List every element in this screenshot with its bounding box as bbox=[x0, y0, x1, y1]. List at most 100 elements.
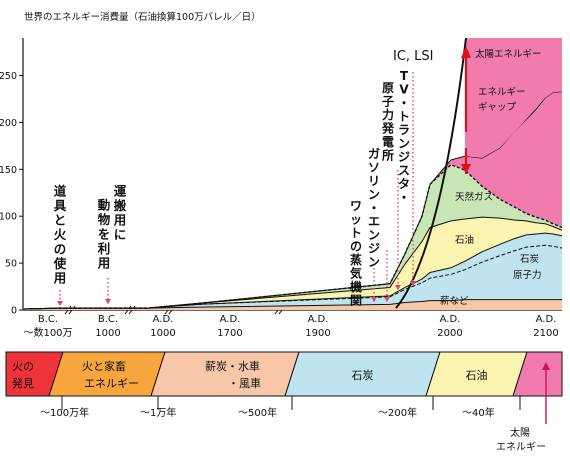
annotation-tools-fire-char: 用 bbox=[53, 271, 67, 286]
x-tick-label-top: A.D. bbox=[536, 314, 557, 325]
timeline-duration-label: 〜40年 bbox=[462, 406, 495, 419]
label-solar: 太陽エネルギー bbox=[475, 48, 542, 60]
annotation-tv-col1-char: ン bbox=[398, 137, 410, 151]
annotation-gasoline-char: エ bbox=[368, 215, 380, 229]
x-tick-label-bottom: 1700 bbox=[217, 328, 242, 339]
annotation-ic-lsi: IC, LSI bbox=[393, 49, 434, 64]
annotation-arrow-gasoline-head bbox=[384, 297, 390, 302]
area-series-2 bbox=[24, 233, 562, 310]
annotation-tv-col1-char: T bbox=[400, 69, 409, 83]
annotation-gasoline-char: リ bbox=[368, 174, 380, 188]
gap-arrowhead-down bbox=[461, 164, 471, 174]
annotation-tools-fire-char: 道 bbox=[54, 184, 67, 199]
label-nuclear: 原子力 bbox=[513, 269, 542, 281]
annotation-gasoline-char: ガ bbox=[368, 146, 380, 161]
timeline-label: 薪炭・水車 bbox=[205, 359, 260, 373]
timeline-label: 火と家畜 bbox=[82, 359, 126, 373]
annotation-arrow-tv-head bbox=[395, 285, 401, 290]
timeline-duration-label: 〜200年 bbox=[378, 406, 417, 419]
x-tick-label-top: A.D. bbox=[153, 314, 174, 325]
annotation-arrow-watt-head bbox=[371, 297, 377, 302]
annotation-animals-col1-char: 搬 bbox=[114, 198, 127, 213]
timeline-duration-label: 〜500年 bbox=[238, 406, 277, 419]
annotation-tv-col1-char: ・ bbox=[398, 191, 410, 205]
x-tick-label-bottom: 1900 bbox=[305, 328, 330, 339]
annotation-tools-fire-char: 火 bbox=[54, 227, 67, 242]
annotation-watt-char: 機 bbox=[350, 279, 362, 294]
annotation-animals-col2-char: 物 bbox=[98, 212, 111, 227]
annotation-tv-col1-char: ジ bbox=[398, 150, 410, 164]
annotation-animals-col2-char: 動 bbox=[98, 198, 111, 213]
x-tick-label-top: A.D. bbox=[440, 314, 461, 325]
annotation-arrow-animals-head bbox=[105, 299, 111, 304]
timeline-label: 石油 bbox=[466, 368, 488, 382]
series-line-5 bbox=[23, 90, 563, 310]
annotation-watt-char: の bbox=[350, 240, 362, 254]
annotation-tv-col1-char: ト bbox=[398, 110, 410, 124]
label-coal: 石炭 bbox=[520, 254, 540, 265]
annotation-tools-fire-char: 具 bbox=[53, 198, 67, 213]
x-tick-label-top: B.C. bbox=[38, 314, 58, 325]
gap-arrowhead-up bbox=[461, 46, 471, 58]
annotation-arrow-ic-head bbox=[410, 281, 416, 286]
timeline-end-label: 太陽 bbox=[510, 426, 530, 439]
annotation-watt-char: 気 bbox=[350, 266, 362, 281]
annotation-gasoline-char: ・ bbox=[368, 201, 380, 215]
x-tick-label-bottom: 1000 bbox=[95, 328, 120, 339]
label-gap-line1: エネルギー bbox=[478, 87, 526, 98]
timeline-segment-5 bbox=[512, 351, 563, 397]
annotation-gasoline-char: ジ bbox=[368, 242, 380, 256]
area-series-0 bbox=[24, 299, 562, 310]
solar-pointer-head bbox=[542, 362, 550, 370]
annotation-animals-col1-char: 用 bbox=[113, 213, 127, 228]
annotation-tv-col1-char: V bbox=[399, 83, 409, 97]
timeline-label: ・風車 bbox=[228, 376, 261, 390]
annotation-animals-col2-char: を bbox=[98, 227, 111, 242]
annotation-gasoline-char: ソ bbox=[368, 161, 380, 175]
annotation-tools-fire-char: 使 bbox=[53, 256, 67, 271]
annotation-tv-col2-char: 子 bbox=[382, 95, 394, 109]
y-tick-label: 250 bbox=[0, 71, 17, 82]
y-tick-label: 50 bbox=[5, 259, 17, 270]
annotation-animals-col2-char: 用 bbox=[97, 256, 111, 271]
timeline-label: 発見 bbox=[12, 376, 34, 390]
annotation-watt-char: ワ bbox=[350, 199, 362, 213]
annotation-watt-char: 蒸 bbox=[350, 252, 362, 267]
y-tick-label: 200 bbox=[0, 118, 17, 129]
x-tick-label-bottom: 1000 bbox=[150, 328, 175, 339]
y-tick-label: 100 bbox=[0, 212, 17, 223]
annotation-watt-char: 関 bbox=[350, 294, 362, 308]
x-tick-label-top: A.D. bbox=[308, 314, 329, 325]
x-tick-label-bottom: 〜数100万 bbox=[23, 326, 72, 339]
label-firewood: 薪など bbox=[440, 295, 469, 307]
annotation-tv-col2-char: 発 bbox=[381, 121, 395, 136]
annotation-tools-fire-char: と bbox=[54, 213, 67, 228]
annotation-arrow-tools-head bbox=[57, 301, 63, 306]
chart-title: 世界のエネルギー消費量（石油換算100万バレル／日） bbox=[24, 11, 261, 23]
label-gap-line2: ギャップ bbox=[478, 102, 517, 113]
annotation-gasoline-char: ン bbox=[368, 255, 380, 269]
label-natural-gas: 天然ガス bbox=[455, 191, 493, 203]
annotation-tv-col2-char: 力 bbox=[382, 107, 394, 122]
area-series-1 bbox=[24, 245, 562, 310]
annotation-tv-col1-char: ・ bbox=[398, 96, 410, 110]
annotation-watt-char: ッ bbox=[350, 213, 362, 227]
annotation-gasoline-char: ン bbox=[368, 228, 380, 242]
annotation-tv-col1-char: ス bbox=[398, 164, 410, 178]
y-tick-label: 0 bbox=[11, 306, 17, 317]
timeline-duration-label: 〜1万年 bbox=[140, 406, 176, 419]
annotation-tools-fire-char: の bbox=[54, 242, 67, 257]
annotation-gasoline-char: ン bbox=[368, 188, 380, 202]
timeline-segment-2 bbox=[150, 351, 300, 397]
annotation-tv-col1-char: タ bbox=[398, 177, 410, 191]
annotation-tv-col2-char: 原 bbox=[382, 81, 394, 95]
